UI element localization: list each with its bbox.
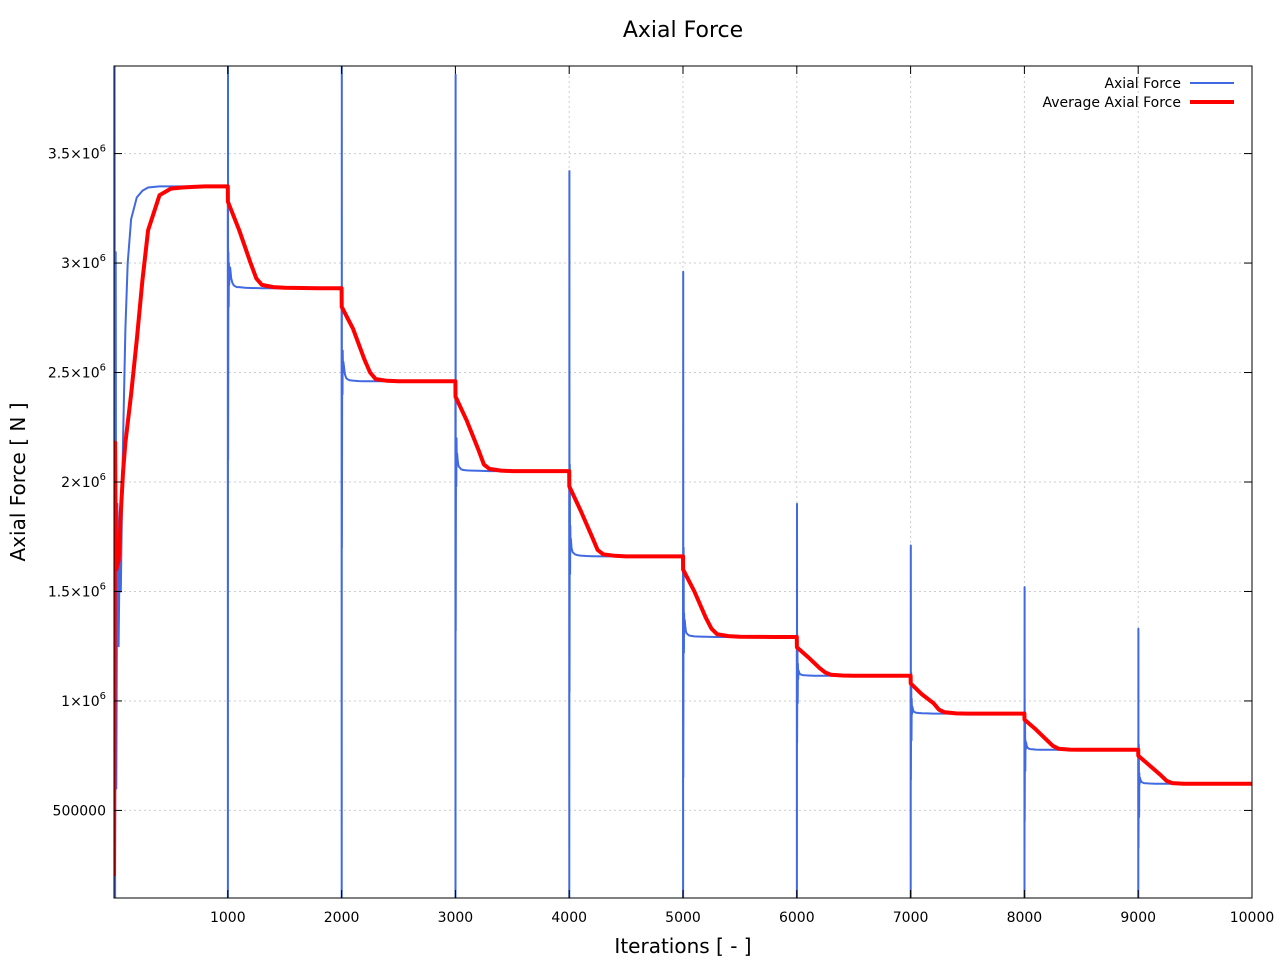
x-tick-label: 8000 xyxy=(1007,910,1043,926)
y-tick-label: 1×106 xyxy=(61,691,106,710)
x-tick-label: 10000 xyxy=(1230,910,1275,926)
x-tick-label: 1000 xyxy=(210,910,246,926)
x-tick-label: 2000 xyxy=(324,910,360,926)
y-tick-label: 2×106 xyxy=(61,472,106,491)
y-tick-label: 3×106 xyxy=(61,253,106,272)
x-tick-label: 5000 xyxy=(665,910,701,926)
x-tick-label: 3000 xyxy=(438,910,474,926)
legend-label-average-axial-force: Average Axial Force xyxy=(1043,95,1182,111)
x-tick-label: 7000 xyxy=(893,910,929,926)
chart-title: Axial Force xyxy=(623,18,743,43)
x-tick-label: 9000 xyxy=(1120,910,1156,926)
y-tick-label: 3.5×106 xyxy=(48,144,106,163)
legend: Axial Force Average Axial Force xyxy=(1043,76,1234,111)
average-axial-force-series-line xyxy=(114,184,1252,877)
y-tick-label: 500000 xyxy=(53,803,106,819)
legend-label-axial-force: Axial Force xyxy=(1104,76,1181,92)
x-tick-label: 6000 xyxy=(779,910,815,926)
y-tick-label: 2.5×106 xyxy=(48,363,106,382)
series-layer xyxy=(114,66,1252,898)
axis-ticks: 1000 2000 3000 4000 5000 6000 7000 8000 9000 1000… xyxy=(48,66,1274,926)
y-tick-label: 1.5×106 xyxy=(48,581,106,600)
x-tick-label: 4000 xyxy=(551,910,587,926)
x-axis-label: Iterations [ - ] xyxy=(614,934,751,958)
y-axis-label: Axial Force [ N ] xyxy=(6,403,30,562)
